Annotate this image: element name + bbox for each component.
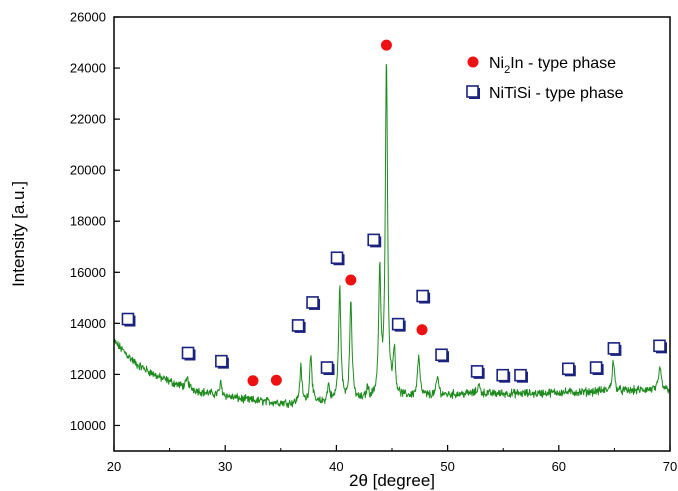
xrd-pattern-line [113, 63, 671, 408]
nitisi-marker [215, 354, 229, 369]
nitisi-marker [496, 368, 511, 383]
square-marker-face [121, 312, 135, 326]
y-tick-label: 20000 [70, 163, 106, 178]
x-tick-label: 30 [218, 459, 232, 474]
legend-ni2in-marker [467, 56, 479, 68]
y-tick-label: 22000 [70, 112, 106, 127]
nitisi-marker [367, 233, 382, 248]
nitisi-marker [391, 317, 406, 332]
square-marker-face [562, 362, 575, 376]
y-axis: 10000 12000 14000 16000 18000 20000 22000 24000… [70, 10, 120, 433]
nitisi-marker [330, 251, 345, 266]
square-marker-face [291, 319, 305, 332]
legend-nitisi-marker [466, 85, 480, 99]
x-tick-label: 50 [440, 459, 454, 474]
legend-label-rest: In - type phase [510, 55, 616, 72]
x-tick-label: 40 [329, 459, 343, 474]
nitisi-marker [181, 346, 196, 361]
square-marker-face [470, 365, 484, 378]
y-tick-label: 16000 [70, 265, 106, 280]
square-marker-face [306, 296, 319, 309]
legend-label: Ni2In - type phase [489, 55, 616, 76]
y-tick-label: 10000 [70, 418, 106, 433]
square-marker-face [496, 368, 510, 382]
nitisi-marker [320, 361, 335, 376]
ni2in-marker [247, 375, 259, 387]
x-tick-label: 60 [552, 459, 566, 474]
square-marker-face [416, 289, 429, 303]
square-marker-face [215, 354, 228, 368]
square-marker-face [367, 233, 381, 247]
legend-label-main: NiTiSi - type phase [489, 85, 624, 102]
nitisi-marker [121, 312, 136, 327]
square-marker-face [181, 346, 195, 360]
ni2in-marker [380, 39, 392, 51]
x-axis-label: 2θ [degree] [349, 471, 435, 490]
legend: Ni2In - type phase NiTiSi - type phase [466, 55, 624, 102]
square-marker-face [435, 348, 448, 362]
square-marker-face [607, 342, 621, 355]
square-marker-face [589, 361, 603, 374]
y-tick-label: 24000 [70, 61, 106, 76]
legend-label-subscript: 2 [504, 64, 510, 76]
nitisi-marker [607, 342, 622, 356]
nitisi-marker [470, 365, 485, 379]
nitisi-marker [291, 319, 306, 333]
square-marker-face [514, 368, 527, 382]
ni2in-marker [270, 374, 282, 386]
legend-label-main: Ni [489, 55, 504, 72]
square-marker-face [320, 361, 334, 374]
square-marker-face [391, 317, 405, 331]
square-marker-face [653, 339, 666, 353]
y-axis-label: Intensity [a.u.] [9, 181, 28, 287]
y-tick-label: 26000 [70, 10, 106, 25]
nitisi-marker [514, 368, 528, 383]
data-layer [113, 39, 671, 408]
y-tick-label: 14000 [70, 316, 106, 331]
square-marker-face [330, 251, 344, 265]
nitisi-marker [306, 296, 321, 310]
ni2in-marker [345, 274, 357, 286]
x-axis: 20 30 40 50 60 70 [107, 445, 677, 474]
nitisi-marker [416, 289, 431, 304]
y-tick-label: 18000 [70, 214, 106, 229]
square-marker-face [466, 85, 479, 98]
nitisi-marker [589, 361, 604, 376]
plot-frame [113, 16, 671, 452]
nitisi-marker [653, 339, 667, 354]
nitisi-marker [562, 362, 576, 377]
y-tick-label: 12000 [70, 367, 106, 382]
x-tick-label: 20 [107, 459, 121, 474]
ni2in-marker [416, 324, 428, 336]
x-tick-label: 70 [663, 459, 677, 474]
legend-label: NiTiSi - type phase [489, 85, 624, 102]
nitisi-marker [435, 348, 450, 363]
